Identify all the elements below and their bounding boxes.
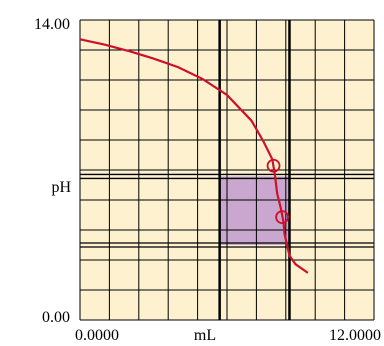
x-tick-label-max: 12.0000: [329, 327, 381, 344]
curve-marker: [266, 158, 281, 173]
y-axis-label: pH: [51, 179, 71, 196]
x-tick-label-min: 0.0000: [75, 327, 119, 344]
grid-lines: [79, 19, 375, 321]
reference-lines: [80, 20, 374, 320]
y-tick-label-max: 14.00: [34, 16, 70, 33]
highlight-region: [219, 176, 290, 245]
x-axis-label: mL: [194, 327, 216, 344]
curve-markers: [266, 158, 290, 225]
curve-marker: [275, 210, 290, 225]
y-tick-label-min: 0.00: [42, 309, 70, 326]
